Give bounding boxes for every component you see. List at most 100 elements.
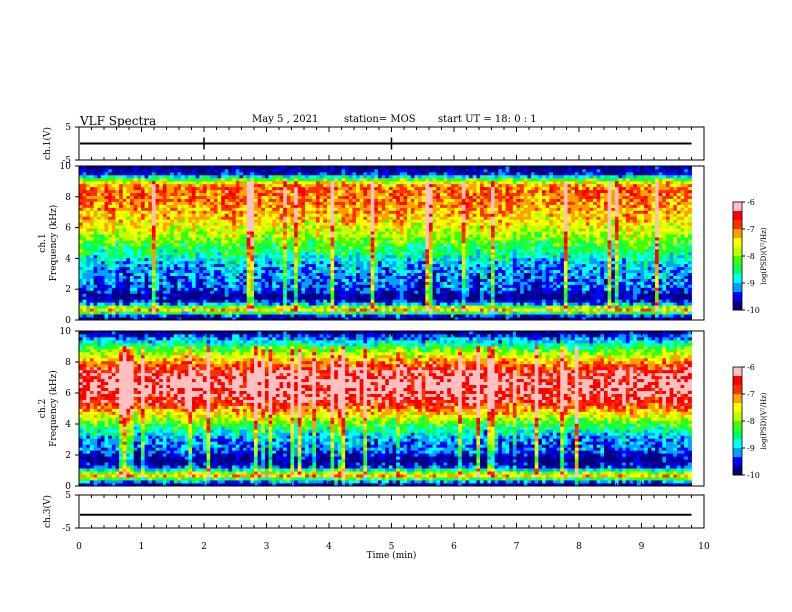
spectrogram-cell [411,237,415,240]
spectrogram-cell [371,190,375,193]
spectrogram-cell [126,219,130,222]
spectrogram-cell [280,181,284,184]
spectrogram-cell [276,282,280,285]
spectrogram-cell [181,252,185,255]
spectrogram-cell [86,252,90,255]
spectrogram-cell [170,282,174,285]
spectrogram-cell [137,305,141,308]
spectrogram-cell [371,284,375,287]
spectrogram-cell [280,267,284,270]
spectrogram-cell [105,202,109,205]
spectrogram-cell [123,225,127,228]
spectrogram-cell [185,282,189,285]
spectrogram-cell [305,284,309,287]
spectrogram-cell [177,270,181,273]
spectrogram-cell [396,267,400,270]
spectrogram-cell [79,282,83,285]
spectrogram-cell [378,273,382,276]
spectrogram-cell [338,258,342,261]
spectrogram-cell [323,261,327,264]
spectrogram-cell [327,296,331,299]
spectrogram-cell [134,243,138,246]
spectrogram-cell [123,178,127,181]
spectrogram-cell [301,243,305,246]
spectrogram-cell [83,237,87,240]
spectrogram-cell [145,267,149,270]
spectrogram-cell [261,234,265,237]
spectrogram-cell [115,219,119,222]
spectrogram-cell [258,255,262,258]
spectrogram-cell [159,284,163,287]
spectrogram-cell [356,190,360,193]
spectrogram-cell [360,205,364,208]
spectrogram-cell [188,231,192,234]
spectrogram-cell [79,252,83,255]
spectrogram-cell [247,219,251,222]
spectrogram-cell [145,296,149,299]
spectrogram-cell [232,234,236,237]
spectrogram-cell [141,205,145,208]
spectrogram-cell [312,249,316,252]
spectrogram-cell [403,228,407,231]
spectrogram-cell [141,234,145,237]
spectrogram-cell [298,270,302,273]
spectrogram-cell [210,219,214,222]
spectrogram-cell [269,267,273,270]
spectrogram-cell [218,267,222,270]
spectrogram-cell [167,222,171,225]
spectrogram-cell [414,246,418,249]
spectrogram-cell [349,231,353,234]
spectrogram-cell [418,305,422,308]
spectrogram-cell [371,267,375,270]
spectrogram-cell [115,302,119,305]
spectrogram-cell [188,210,192,213]
spectrogram-cell [327,273,331,276]
spectrogram-cell [378,190,382,193]
spectrogram-cell [207,276,211,279]
spectrogram-cell [411,181,415,184]
spectrogram-cell [243,287,247,290]
spectrogram-cell [101,213,105,216]
spectrogram-cell [228,246,232,249]
spectrogram-cell [272,231,276,234]
spectrogram-cell [272,184,276,187]
spectrogram-cell [101,279,105,282]
spectrogram-cell [239,299,243,302]
spectrogram-cell [309,249,313,252]
spectrogram-cell [196,190,200,193]
spectrogram-cell [378,216,382,219]
spectrogram-cell [83,282,87,285]
spectrogram-cell [181,184,185,187]
spectrogram-cell [83,305,87,308]
spectrogram-cell [258,240,262,243]
spectrogram-cell [108,172,112,175]
spectrogram-cell [163,296,167,299]
spectrogram-cell [239,228,243,231]
spectrogram-cell [199,299,203,302]
spectrogram-cell [312,311,316,314]
spectrogram-cell [283,264,287,267]
spectrogram-cell [331,290,335,293]
spectrogram-cell [276,276,280,279]
spectrogram-cell [218,225,222,228]
spectrogram-cell [214,222,218,225]
spectrogram-cell [316,193,320,196]
spectrogram-cell [207,270,211,273]
spectrogram-cell [170,216,174,219]
spectrogram-cell [115,311,119,314]
spectrogram-cell [382,252,386,255]
spectrogram-cell [101,314,105,317]
spectrogram-cell [374,205,378,208]
spectrogram-cell [141,202,145,205]
spectrogram-cell [159,311,163,314]
spectrogram-cell [130,213,134,216]
spectrogram-cell [367,237,371,240]
spectrogram-cell [239,216,243,219]
spectrogram-cell [290,273,294,276]
spectrogram-cell [185,243,189,246]
spectrogram-cell [418,264,422,267]
spectrogram-cell [126,287,130,290]
spectrogram-cell [342,240,346,243]
spectrogram-cell [145,178,149,181]
spectrogram-cell [334,252,338,255]
